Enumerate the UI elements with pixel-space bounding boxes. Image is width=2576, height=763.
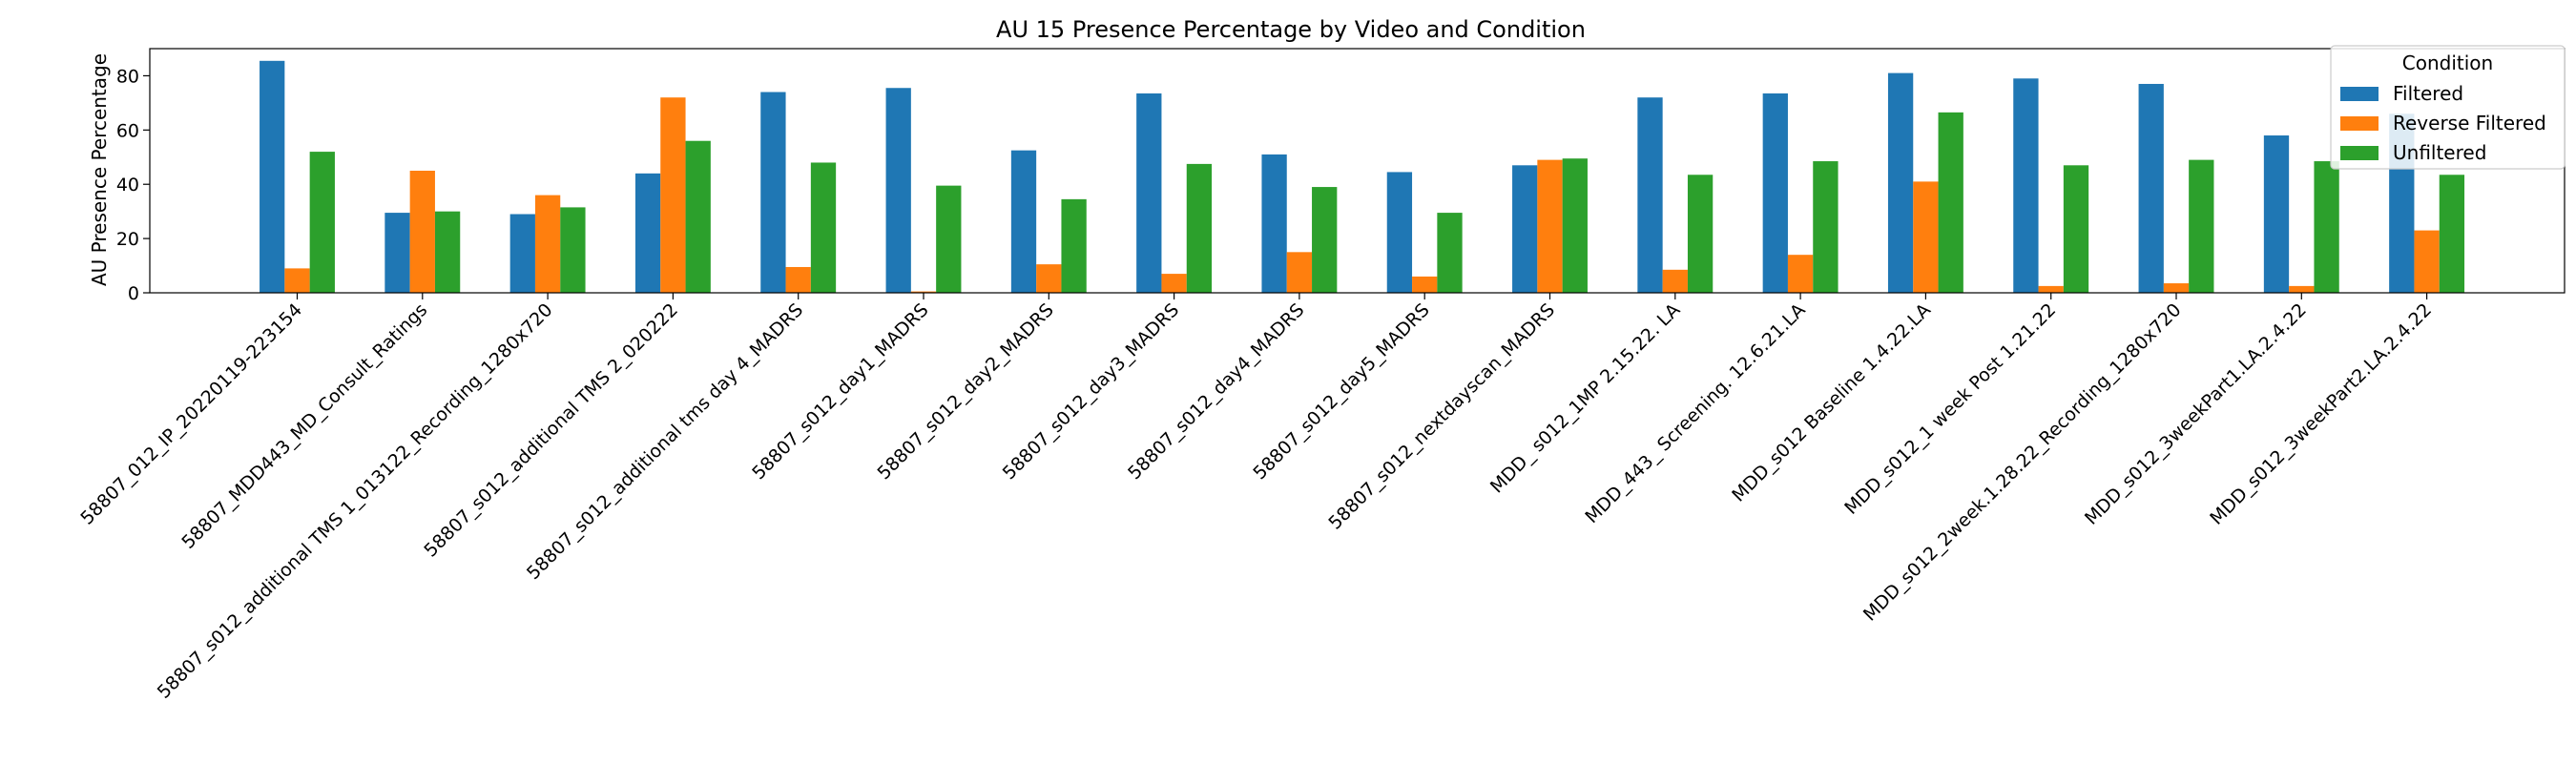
bar-unfiltered <box>1312 187 1338 293</box>
x-tick-label: MDD_s012_3weekPart2.LA.2.4.22 <box>2206 299 2436 529</box>
legend-swatch <box>2340 87 2379 101</box>
bar-reverse-filtered <box>2163 283 2190 293</box>
bar-unfiltered <box>434 211 461 293</box>
bar-reverse-filtered <box>1286 252 1313 293</box>
bars-layer <box>260 60 2465 294</box>
bar-unfiltered <box>1061 198 1087 293</box>
bar-reverse-filtered <box>284 268 310 293</box>
bar-reverse-filtered <box>1537 159 1563 293</box>
bar-unfiltered <box>936 185 962 293</box>
bar-unfiltered <box>1938 112 1963 293</box>
y-tick-label: 60 <box>116 120 139 141</box>
bar-unfiltered <box>810 162 837 293</box>
bar-filtered <box>1887 72 1914 293</box>
bar-filtered <box>1512 165 1538 293</box>
bar-unfiltered <box>2063 165 2089 293</box>
x-tick-label: MDD_443_ Screening. 12.6.21.LA <box>1581 299 1809 527</box>
bar-reverse-filtered <box>1412 276 1438 293</box>
bar-filtered <box>1637 97 1663 293</box>
bar-unfiltered <box>1687 175 1714 293</box>
x-tick-label: 58807_012_IP_20220119-223154 <box>76 299 306 529</box>
bar-reverse-filtered <box>1161 274 1187 293</box>
legend-title: Condition <box>2402 52 2493 74</box>
bar-reverse-filtered <box>2414 230 2440 293</box>
bar-unfiltered <box>309 152 335 293</box>
x-tick-label: 58807_s012_additional TMS 2_020222 <box>420 299 682 562</box>
bar-filtered <box>1136 93 1162 294</box>
x-tick-label: 58807_s012_nextdayscan_MADRS <box>1324 299 1559 534</box>
bar-unfiltered <box>2314 161 2339 293</box>
x-tick-label: MDD_s012 Baseline 1.4.22.LA <box>1728 299 1935 506</box>
x-tick-label: MDD_s012_1 week Post 1.21.22 <box>1840 299 2060 519</box>
bar-filtered <box>1261 154 1287 293</box>
y-axis-label: AU Presence Percentage <box>88 53 111 286</box>
bar-filtered <box>760 92 786 293</box>
x-tick-label: MDD_s012_3weekPart1.LA.2.4.22 <box>2081 299 2311 529</box>
bar-filtered <box>2263 135 2290 293</box>
bar-filtered <box>260 60 285 293</box>
bar-unfiltered <box>2189 159 2214 293</box>
bar-filtered <box>885 88 911 294</box>
bar-filtered <box>634 173 661 293</box>
bar-reverse-filtered <box>785 266 811 293</box>
y-tick-label: 80 <box>116 66 139 87</box>
bar-unfiltered <box>685 140 711 293</box>
bar-filtered <box>1386 172 1413 293</box>
bar-reverse-filtered <box>910 291 937 293</box>
x-axis: 58807_012_IP_20220119-22315458807_MDD443… <box>76 293 2436 703</box>
bar-unfiltered <box>1437 213 1463 293</box>
bar-reverse-filtered <box>2289 285 2315 293</box>
bar-unfiltered <box>1813 161 1839 293</box>
bar-reverse-filtered <box>1913 181 1939 293</box>
bar-unfiltered <box>1186 163 1213 293</box>
bar-filtered <box>2138 83 2164 293</box>
bar-reverse-filtered <box>1662 269 1688 293</box>
bar-reverse-filtered <box>1036 264 1062 293</box>
plot-frame <box>149 48 2566 294</box>
bar-filtered <box>1010 150 1037 293</box>
legend-box <box>2330 45 2566 170</box>
legend-swatch <box>2340 116 2379 131</box>
bar-reverse-filtered <box>409 171 435 293</box>
bar-filtered <box>384 213 410 293</box>
bar-reverse-filtered <box>534 195 561 293</box>
x-tick-label: 58807_s012_additional tms day 4_MADRS <box>523 299 807 584</box>
chart-title: AU 15 Presence Percentage by Video and C… <box>996 16 1586 43</box>
legend-label: Unfiltered <box>2393 141 2486 164</box>
y-axis: 0 20 40 60 80 <box>116 66 150 304</box>
bar-reverse-filtered <box>660 97 686 293</box>
legend: Condition Filtered Reverse Filtered Unfilte… <box>2330 45 2566 170</box>
bar-unfiltered <box>1562 158 1588 293</box>
bar-reverse-filtered <box>1787 255 1814 293</box>
legend-label: Reverse Filtered <box>2393 112 2546 134</box>
legend-label: Filtered <box>2393 82 2463 105</box>
bar-reverse-filtered <box>2038 285 2064 293</box>
bar-unfiltered <box>560 207 586 293</box>
y-tick-label: 20 <box>116 229 139 250</box>
bar-filtered <box>2013 78 2039 293</box>
x-tick-label: 58807_MDD443_MD_Consult_Ratings <box>177 299 431 553</box>
y-tick-label: 40 <box>116 175 139 196</box>
legend-swatch <box>2340 146 2379 160</box>
y-tick-label: 0 <box>128 283 139 304</box>
bar-filtered <box>509 214 535 293</box>
bar-unfiltered <box>2439 175 2465 293</box>
bar-filtered <box>1762 93 1788 294</box>
